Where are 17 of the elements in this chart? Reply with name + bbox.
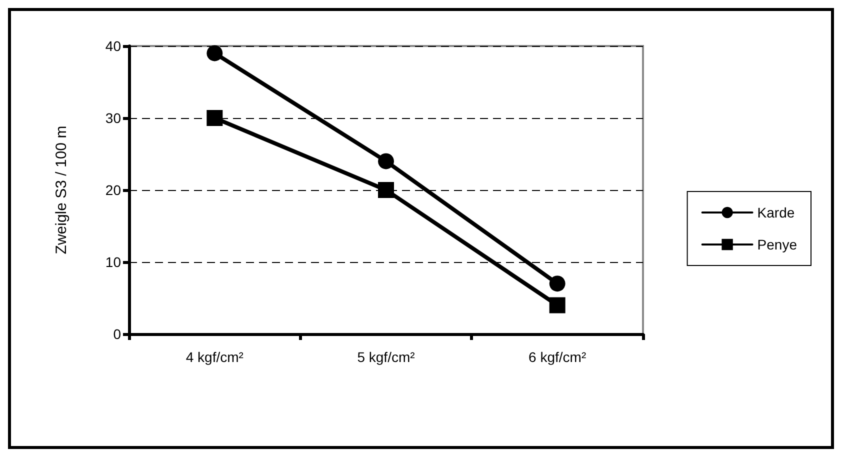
- point: [206, 110, 223, 126]
- x-tick-label: 6 kgf/cm²: [528, 349, 586, 365]
- point: [549, 297, 566, 314]
- point: [206, 45, 223, 62]
- x-tick-label: 4 kgf/cm²: [186, 349, 244, 365]
- y-axis-title: Zweigle S3 / 100 m: [53, 126, 70, 254]
- point: [549, 276, 566, 292]
- y-tick-label: 40: [105, 38, 122, 54]
- legend-label: Penye: [757, 236, 798, 252]
- y-tick-label: 0: [113, 326, 122, 342]
- legend-label: Karde: [757, 204, 795, 220]
- y-tick-label: 30: [105, 110, 122, 126]
- point: [378, 153, 394, 170]
- y-tick-label: 20: [105, 182, 122, 198]
- point: [378, 182, 394, 198]
- y-tick-label: 10: [105, 254, 122, 270]
- x-tick-label: 5 kgf/cm²: [357, 349, 416, 365]
